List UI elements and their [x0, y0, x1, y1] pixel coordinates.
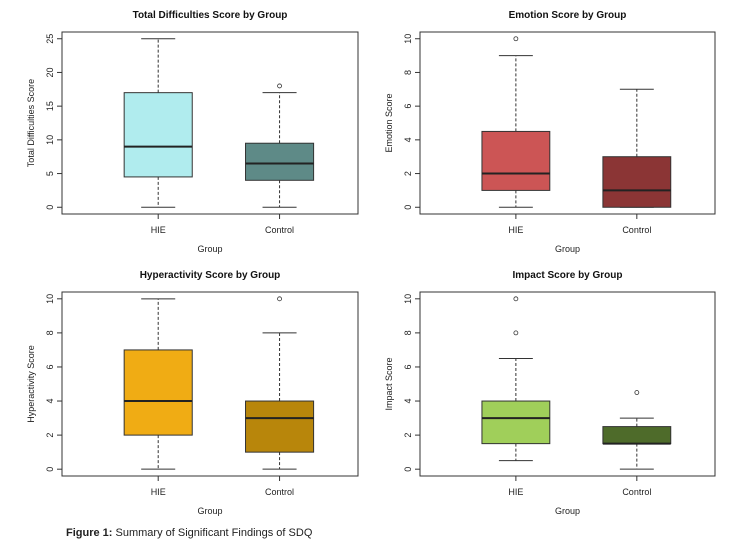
- impact-box-hie-iqr: [481, 400, 551, 445]
- emotion-box-hie: [481, 36, 551, 208]
- hyperactivity-y-tick-label: 2: [45, 433, 55, 438]
- total-difficulties-plot-frame: [61, 31, 359, 215]
- total-difficulties-box-hie: [123, 38, 193, 208]
- impact-x-axis-label: Group: [555, 506, 580, 516]
- total-difficulties-y-tick-label: 20: [45, 67, 55, 77]
- impact-box-control-iqr: [602, 426, 672, 445]
- hyperactivity-y-tick-label: 10: [45, 294, 55, 304]
- total-difficulties-x-axis-label: Group: [197, 244, 222, 254]
- hyperactivity-box-hie: [123, 298, 193, 470]
- impact-box-control: [602, 390, 672, 470]
- figure-caption: Figure 1: Summary of Significant Finding…: [66, 527, 312, 539]
- hyperactivity-box-control-outlier: [277, 296, 282, 302]
- impact-y-axis-label: Impact Score: [384, 357, 394, 410]
- emotion-y-axis-label: Emotion Score: [384, 93, 394, 152]
- hyperactivity-y-tick-label: 6: [45, 364, 55, 369]
- impact-box-hie-outlier: [513, 296, 519, 302]
- emotion-y-tick-label: 2: [403, 171, 413, 176]
- impact-box-control-outlier: [634, 390, 640, 395]
- impact-chart: Impact Score by Group 0 2 4 6 8 10 Impact Score…: [384, 270, 716, 516]
- total-difficulties-x-tick-label: Control: [265, 225, 294, 235]
- emotion-y-tick-label: 6: [403, 104, 413, 109]
- emotion-plot-frame: [419, 31, 716, 215]
- total-difficulties-y-axis-label: Total Difficulties Score: [26, 79, 36, 167]
- impact-x-tick-label: HIE: [508, 487, 523, 497]
- hyperactivity-y-tick-label: 0: [45, 467, 55, 472]
- total-difficulties-box-control-outlier: [277, 83, 282, 89]
- emotion-x-axis-label: Group: [555, 244, 580, 254]
- emotion-chart: Emotion Score by Group 0 2 4 6 8 10 Emotion Sco…: [384, 10, 716, 254]
- emotion-box-hie-outlier: [513, 36, 519, 42]
- total-difficulties-box-hie-iqr: [123, 92, 193, 178]
- impact-y-tick-label: 2: [403, 433, 413, 438]
- emotion-y-tick-label: 8: [403, 70, 413, 75]
- impact-x-tick-label: Control: [622, 487, 651, 497]
- emotion-title: Emotion Score by Group: [509, 10, 627, 21]
- hyperactivity-title: Hyperactivity Score by Group: [140, 270, 281, 281]
- total-difficulties-y-tick-label: 25: [45, 34, 55, 44]
- impact-y-tick-label: 6: [403, 364, 413, 369]
- impact-box-hie: [481, 296, 551, 462]
- impact-y-tick-label: 0: [403, 467, 413, 472]
- hyperactivity-box-control-iqr: [245, 400, 315, 453]
- emotion-box-control: [602, 88, 672, 208]
- emotion-y-tick-label: 0: [403, 205, 413, 210]
- total-difficulties-y-tick-label: 15: [45, 101, 55, 111]
- total-difficulties-box-control-iqr: [245, 142, 315, 181]
- total-difficulties-y-tick-label: 5: [45, 171, 55, 176]
- total-difficulties-x-tick-label: HIE: [151, 225, 166, 235]
- impact-y-tick-label: 4: [403, 399, 413, 404]
- impact-box-hie-outlier: [513, 330, 519, 336]
- emotion-box-hie-iqr: [481, 130, 551, 191]
- hyperactivity-x-tick-label: HIE: [151, 487, 166, 497]
- hyperactivity-box-control: [245, 296, 315, 470]
- impact-title: Impact Score by Group: [512, 270, 622, 281]
- impact-y-tick-label: 8: [403, 330, 413, 335]
- emotion-box-control-iqr: [602, 156, 672, 208]
- caption-label: Figure 1:: [66, 527, 113, 539]
- emotion-x-tick-label: HIE: [508, 225, 523, 235]
- total-difficulties-y-tick-label: 0: [45, 205, 55, 210]
- hyperactivity-x-axis-label: Group: [197, 506, 222, 516]
- hyperactivity-y-tick-label: 4: [45, 399, 55, 404]
- emotion-y-tick-label: 4: [403, 137, 413, 142]
- hyperactivity-y-tick-label: 8: [45, 330, 55, 335]
- total-difficulties-title: Total Difficulties Score by Group: [133, 10, 288, 21]
- total-difficulties-chart: Total Difficulties Score by Group 0 5 10 15 2…: [26, 10, 359, 254]
- impact-y-tick-label: 10: [403, 294, 413, 304]
- emotion-y-tick-label: 10: [403, 34, 413, 44]
- hyperactivity-x-tick-label: Control: [265, 487, 294, 497]
- impact-plot-frame: [419, 291, 716, 477]
- hyperactivity-y-axis-label: Hyperactivity Score: [26, 345, 36, 423]
- caption-text: Summary of Significant Findings of SDQ: [115, 527, 313, 539]
- hyperactivity-chart: Hyperactivity Score by Group 0 2 4 6 8 10 Hyper…: [26, 270, 359, 516]
- total-difficulties-y-tick-label: 10: [45, 135, 55, 145]
- hyperactivity-box-hie-iqr: [123, 349, 193, 436]
- total-difficulties-box-control: [245, 83, 315, 208]
- hyperactivity-plot-frame: [61, 291, 359, 477]
- emotion-x-tick-label: Control: [622, 225, 651, 235]
